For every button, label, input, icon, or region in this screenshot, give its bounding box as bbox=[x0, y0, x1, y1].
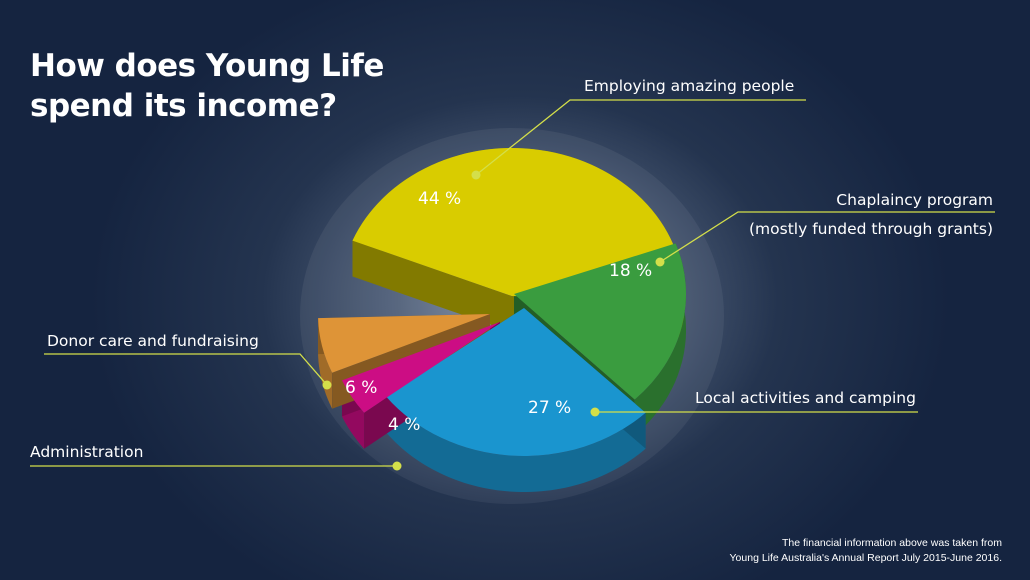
leader-donor-care bbox=[44, 353, 328, 386]
leader-chaplaincy bbox=[659, 211, 995, 263]
pie-slice-employing bbox=[352, 147, 685, 302]
label-donor-care: Donor care and fundraising bbox=[47, 332, 259, 350]
pie-slice-administration bbox=[342, 322, 500, 413]
footnote-line-1: The financial information above was take… bbox=[781, 537, 1002, 549]
pct-local-activities: 27 % bbox=[528, 398, 572, 418]
label-chaplaincy-line-1: Chaplaincy program bbox=[836, 191, 993, 209]
pie-side-chaplaincy bbox=[634, 243, 686, 436]
leader-dot-local-activities bbox=[590, 407, 600, 417]
pie-tops bbox=[318, 147, 686, 457]
leader-dot-donor-care bbox=[322, 380, 332, 390]
pie-slice-donor-care bbox=[318, 314, 490, 373]
pct-donor-care: 6 % bbox=[345, 378, 378, 398]
title-line-2: spend its income? bbox=[30, 88, 337, 124]
label-employing: Employing amazing people bbox=[584, 77, 795, 95]
leader-dot-employing bbox=[471, 170, 481, 180]
leader-employing bbox=[475, 99, 806, 176]
pie-wall-employing-0 bbox=[352, 240, 512, 332]
pie-side-local-activities bbox=[386, 396, 646, 492]
leader-dot-chaplaincy bbox=[655, 257, 665, 267]
pie-slice-chaplaincy bbox=[514, 243, 686, 400]
pie-slice-local-activities bbox=[386, 308, 646, 457]
footnote: The financial information above was take… bbox=[582, 536, 1002, 566]
pct-employing: 44 % bbox=[418, 189, 462, 209]
label-administration: Administration bbox=[30, 443, 144, 461]
footnote-line-2: Young Life Australia's Annual Report Jul… bbox=[729, 552, 1002, 564]
leader-lines bbox=[30, 99, 995, 471]
chart-title: How does Young Life spend its income? bbox=[30, 46, 410, 126]
label-chaplaincy-line-2: (mostly funded through grants) bbox=[749, 220, 993, 238]
title-line-1: How does Young Life bbox=[30, 48, 384, 84]
pct-chaplaincy: 18 % bbox=[609, 261, 653, 281]
pct-administration: 4 % bbox=[388, 415, 421, 435]
leader-dot-administration bbox=[392, 461, 402, 471]
label-local-activities: Local activities and camping bbox=[695, 389, 916, 407]
